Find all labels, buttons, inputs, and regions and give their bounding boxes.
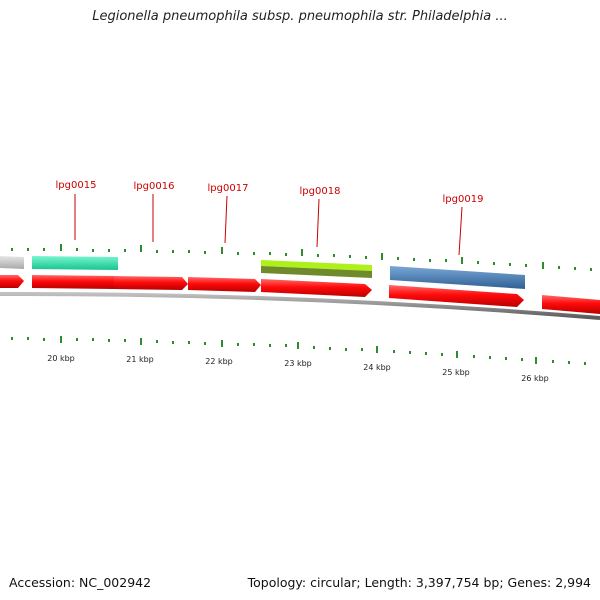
scale-label: 26 kbp <box>521 374 549 383</box>
gene-feature-lpg0015[interactable] <box>32 256 118 270</box>
scale-label: 21 kbp <box>126 355 154 364</box>
scale-label: 20 kbp <box>47 354 75 363</box>
accession-text: Accession: NC_002942 <box>9 575 152 590</box>
upper-tick-marks <box>11 244 592 271</box>
lower-tick-marks <box>11 336 586 365</box>
scale-label: 25 kbp <box>442 368 470 377</box>
cds-arrow[interactable] <box>389 285 524 307</box>
cds-arrows[interactable] <box>0 275 600 314</box>
genome-backbone <box>0 291 600 320</box>
scale-label: 24 kbp <box>363 363 391 372</box>
gene-feature-grey[interactable] <box>0 256 24 269</box>
gene-feature-lpg0018[interactable] <box>261 260 372 271</box>
cds-arrow[interactable] <box>0 275 24 288</box>
cds-arrow[interactable] <box>542 295 600 314</box>
gene-label-lpg0017[interactable]: lpg0017 <box>208 183 249 194</box>
gene-feature-lpg0019[interactable] <box>390 266 525 289</box>
gene-feature-lpg0018-lower[interactable] <box>261 266 372 278</box>
cds-arrow[interactable] <box>114 276 188 290</box>
scale-label: 23 kbp <box>284 359 312 368</box>
cds-arrow[interactable] <box>32 275 114 289</box>
gene-label-lpg0016[interactable]: lpg0016 <box>134 181 175 192</box>
gene-features[interactable] <box>0 256 525 289</box>
gene-callout-lines <box>74 194 463 256</box>
gene-label-lpg0018[interactable]: lpg0018 <box>300 186 341 197</box>
genome-summary-text: Topology: circular; Length: 3,397,754 bp… <box>247 575 591 590</box>
scale-label: 22 kbp <box>205 357 233 366</box>
map-title: Legionella pneumophila subsp. pneumophil… <box>92 9 508 24</box>
gene-label-lpg0019[interactable]: lpg0019 <box>443 194 484 205</box>
cds-arrow[interactable] <box>261 279 372 297</box>
gene-label-lpg0015[interactable]: lpg0015 <box>56 180 97 191</box>
cds-arrow[interactable] <box>188 277 261 292</box>
